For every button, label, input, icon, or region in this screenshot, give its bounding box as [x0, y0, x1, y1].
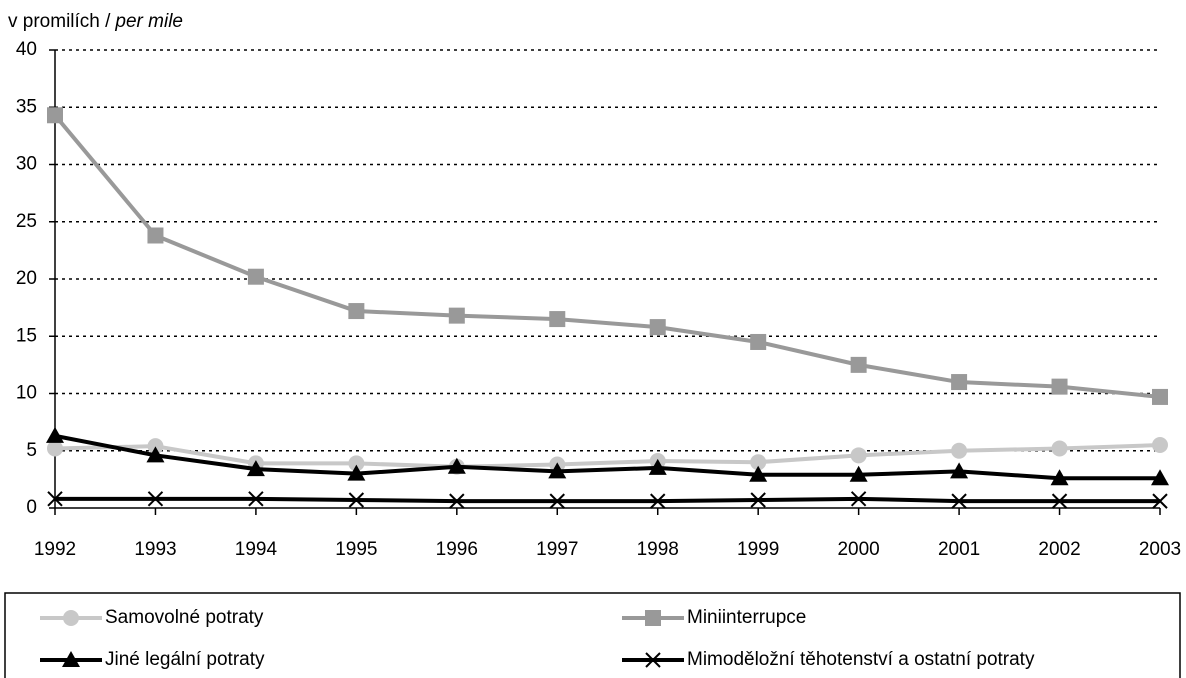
y-tick-label: 0 — [26, 497, 37, 518]
data-point — [1051, 440, 1068, 457]
data-point — [1152, 437, 1168, 454]
data-point — [47, 491, 63, 507]
y-tick-label: 25 — [16, 211, 37, 232]
x-tick-label: 2002 — [1038, 539, 1080, 560]
data-point — [850, 491, 867, 507]
data-point — [951, 493, 967, 509]
data-point — [447, 457, 466, 474]
legend-marker — [62, 651, 80, 667]
data-point — [849, 465, 868, 482]
series-line — [55, 496, 1160, 504]
data-point — [47, 107, 63, 124]
y-tick-label: 10 — [16, 383, 37, 404]
data-point — [147, 491, 164, 507]
data-point — [750, 454, 767, 471]
y-tick-label: 5 — [26, 440, 37, 461]
x-tick-label: 1999 — [737, 539, 779, 560]
data-point — [1152, 493, 1168, 509]
data-point — [1151, 469, 1169, 486]
data-point — [1152, 388, 1168, 405]
x-tick-label: 1996 — [436, 539, 478, 560]
data-point — [247, 268, 264, 285]
series-line — [54, 433, 1160, 481]
data-point — [648, 458, 667, 475]
x-tick-label: 2000 — [837, 539, 879, 560]
x-tick-label: 1994 — [235, 539, 278, 560]
y-axis-label-part: v promilích / — [8, 11, 111, 32]
data-point — [750, 333, 767, 350]
x-tick-label: 1993 — [134, 539, 176, 560]
data-point — [146, 446, 165, 463]
data-point — [347, 464, 366, 481]
legend-marker — [645, 652, 661, 668]
legend-marker — [63, 610, 79, 626]
data-point — [46, 426, 64, 443]
legend-label: Samovolné potraty — [105, 607, 264, 628]
y-tick-label: 30 — [16, 154, 37, 175]
data-point — [348, 455, 365, 472]
legend-label: Jiné legální potraty — [105, 649, 265, 670]
data-point — [348, 303, 365, 320]
data-point — [649, 319, 666, 336]
series-line — [54, 443, 1161, 469]
data-point — [448, 307, 465, 324]
data-point — [147, 438, 164, 455]
data-point — [1050, 469, 1069, 486]
data-point — [850, 447, 867, 464]
data-point — [549, 311, 566, 328]
y-tick-label: 15 — [16, 325, 37, 346]
x-tick-label: 2001 — [938, 539, 980, 560]
legend-label: Miniinterrupce — [687, 607, 806, 628]
data-point — [750, 492, 766, 508]
data-point — [850, 356, 867, 373]
data-point — [147, 227, 164, 244]
data-point — [950, 462, 969, 479]
data-point — [1051, 378, 1068, 395]
legend-marker — [645, 610, 661, 626]
data-point — [47, 440, 63, 457]
data-point — [548, 462, 567, 479]
y-axis-label: v promilích / per mile — [8, 11, 183, 32]
series-line — [53, 113, 1161, 399]
x-tick-label: 1997 — [536, 539, 578, 560]
data-point — [951, 374, 968, 391]
data-point — [449, 493, 465, 509]
y-axis-label-part: per mile — [114, 11, 183, 32]
legend-box — [4, 592, 1181, 678]
data-point — [951, 442, 968, 459]
x-tick-label: 1998 — [637, 539, 679, 560]
legend-label: Mimoděložní těhotenství a ostatní potrat… — [687, 649, 1035, 670]
data-point — [549, 493, 565, 509]
data-point — [246, 460, 265, 477]
data-point — [749, 465, 768, 482]
y-tick-label: 20 — [16, 268, 37, 289]
data-point — [1051, 493, 1068, 509]
x-tick-label: 1995 — [335, 539, 377, 560]
data-point — [650, 493, 666, 509]
data-point — [348, 492, 365, 508]
x-tick-label: 2003 — [1139, 539, 1181, 560]
y-tick-label: 35 — [16, 96, 37, 117]
y-tick-label: 40 — [16, 39, 37, 60]
x-tick-label: 1992 — [34, 539, 76, 560]
data-point — [248, 491, 264, 507]
